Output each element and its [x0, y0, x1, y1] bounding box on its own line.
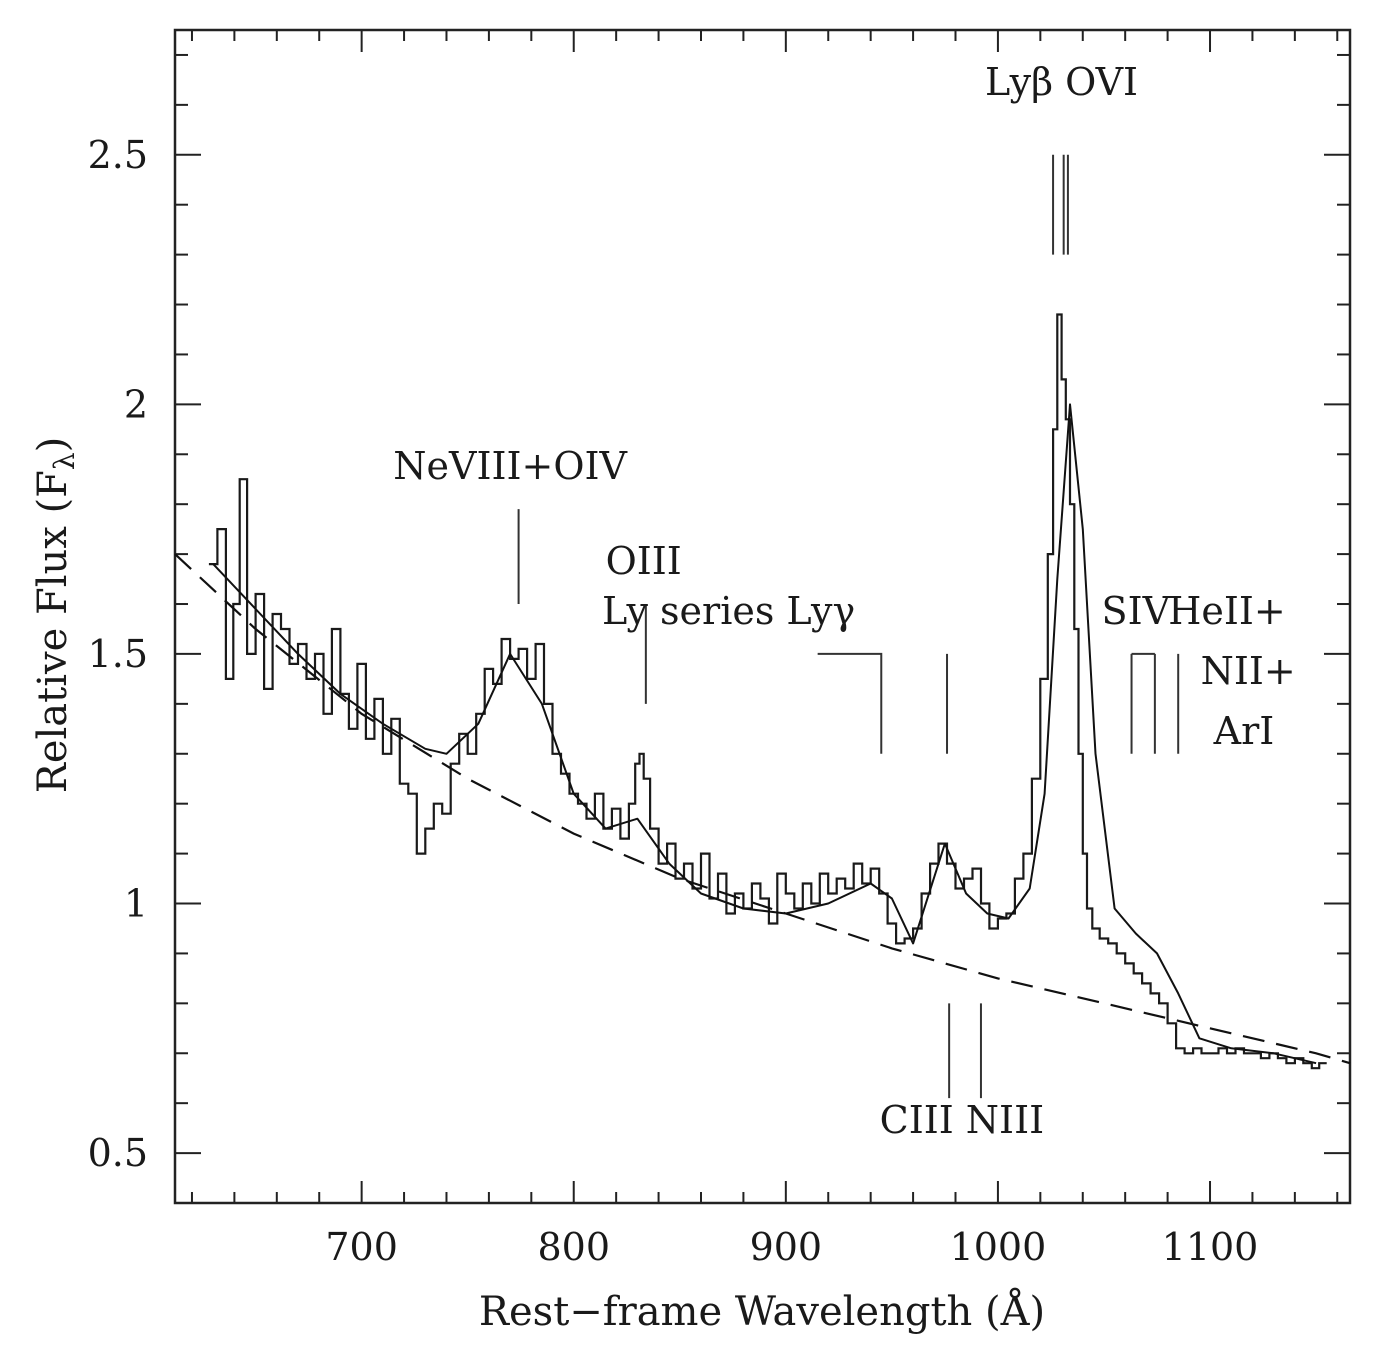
ly-series-bracket [817, 652, 883, 754]
plot-frame [173, 28, 1352, 1205]
y-axis-label-subscript: λ [48, 452, 81, 470]
line-annotation: OIII [606, 539, 682, 583]
line-markers [517, 154, 1180, 1099]
x-tick-label: 900 [750, 1225, 823, 1269]
line-annotation: ArI [1213, 709, 1275, 753]
y-axis-label-close: ) [30, 437, 76, 453]
x-tick-label: 700 [325, 1225, 398, 1269]
y-tick-label: 1 [124, 882, 148, 926]
y-tick-label: 0.5 [88, 1131, 148, 1175]
line-annotation: NeVIII+OIV [393, 444, 627, 488]
data-series [174, 313, 1351, 1070]
line-annotation: NII+ [1201, 649, 1296, 693]
y-axis-label-main: Relative Flux (F [30, 470, 76, 793]
y-tick-label: 2.5 [88, 133, 148, 177]
y-tick-label: 1.5 [88, 632, 148, 676]
line-annotation: Lyβ OVI [985, 60, 1138, 104]
y-axis-label: Relative Flux (Fλ) [30, 437, 81, 794]
line-annotation: SIV [1102, 589, 1171, 633]
smoothed-fit [212, 403, 1317, 1065]
line-annotation: HeII+ [1168, 589, 1286, 633]
x-tick-label: 800 [537, 1225, 610, 1269]
continuum-powerlaw [174, 553, 1351, 1065]
line-annotation: Ly series Lyγ [602, 589, 855, 633]
annotations: Lyβ OVI NeVIII+OIV OIII Ly series Lyγ SIVHeI… [393, 60, 1295, 1142]
plot-area [173, 28, 1352, 1205]
axis-ticks [175, 30, 1350, 1203]
y-tick-label: 2 [124, 382, 148, 426]
tick-labels: 700 800 900 1000 1100 0.5 1 1.5 2 2.5 [88, 133, 1259, 1269]
line-annotation: CIII NIII [880, 1098, 1044, 1142]
x-axis-label: Rest−frame Wavelength (Å) [479, 1288, 1045, 1335]
x-tick-label: 1100 [1162, 1225, 1259, 1269]
x-tick-label: 1000 [950, 1225, 1047, 1269]
observed-spectrum [208, 313, 1327, 1070]
